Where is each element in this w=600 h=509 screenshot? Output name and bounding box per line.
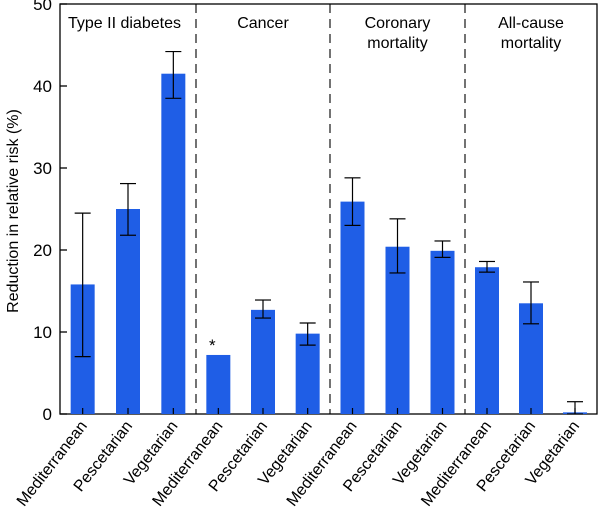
y-tick-label: 0 [43,405,52,424]
bar [251,309,275,414]
panel-title: mortality [501,35,561,52]
bar [385,246,410,414]
x-tick-label: Mediterranean [14,418,91,509]
bar [161,73,186,414]
panel-title: Type II diabetes [68,15,181,32]
significance-marker: * [209,336,216,355]
panel-title: Coronary [365,15,431,32]
panels: Type II diabetesMediterraneanPescetarian… [14,4,587,509]
bar [206,354,231,414]
y-tick-label: 50 [33,0,52,14]
y-tick-label: 20 [33,241,52,260]
panel-title: All-cause [498,15,564,32]
y-tick-label: 40 [33,77,52,96]
bar [430,250,455,414]
y-tick-label: 30 [33,159,52,178]
bar [295,333,320,414]
panel-title: Cancer [237,15,289,32]
y-axis-label: Reduction in relative risk (%) [5,109,22,313]
plot-frame [59,3,598,415]
bar [116,209,140,414]
bar [340,201,365,414]
plot-border [59,3,598,415]
bar [475,267,499,414]
y-tick-label: 10 [33,323,52,342]
y-axis: 0 10 20 30 40 50 [33,0,67,424]
panel-title: mortality [367,35,427,52]
